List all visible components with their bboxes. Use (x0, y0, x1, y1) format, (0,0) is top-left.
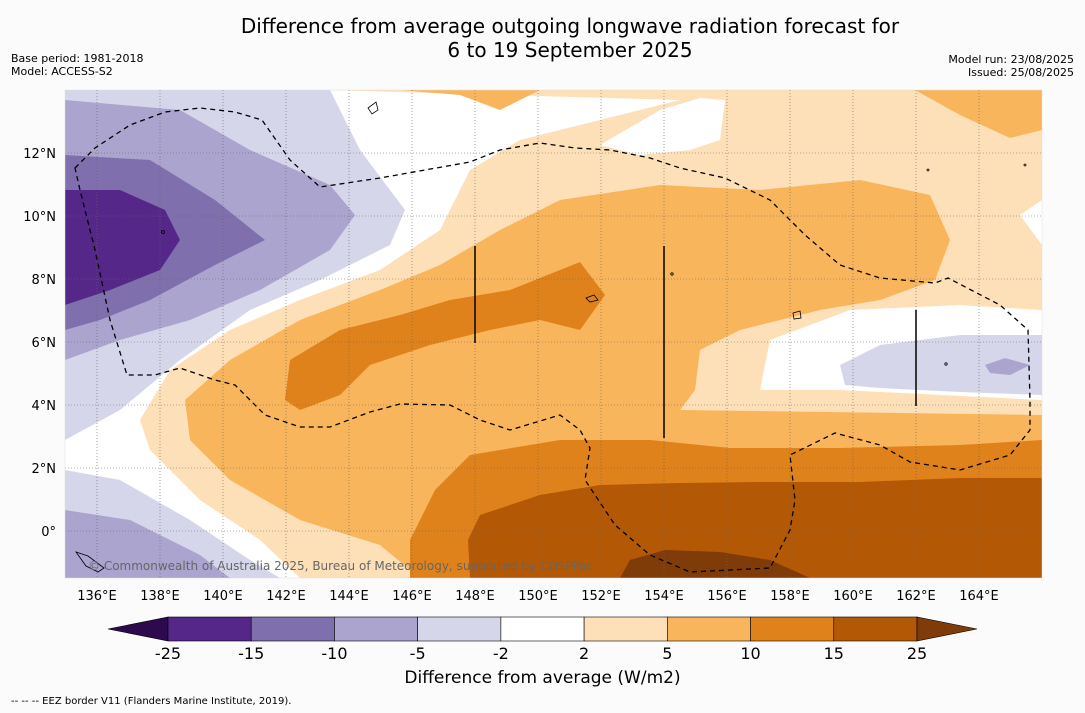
colorbar-swatch (584, 617, 667, 641)
colorbar-extend-low (108, 617, 168, 641)
footnote: -- -- -- EEZ border V11 (Flanders Marine… (11, 696, 291, 707)
colorbar-title: Difference from average (W/m2) (0, 668, 1085, 688)
colorbar-level-label: 10 (740, 644, 760, 663)
colorbar-level-label: -2 (493, 644, 509, 663)
lon-tick-label: 136°E (77, 589, 117, 604)
lon-tick-label: 150°E (518, 589, 558, 604)
lat-tick-label: 6°N (32, 336, 57, 351)
colorbar-level-label: -10 (321, 644, 347, 663)
lat-axis: 12°N 10°N 8°N 6°N 4°N 2°N 0° (23, 147, 56, 540)
lon-tick-label: 158°E (770, 589, 810, 604)
lon-tick-label: 140°E (203, 589, 243, 604)
lon-tick-label: 152°E (581, 589, 621, 604)
colorbar-swatch (501, 617, 584, 641)
lon-tick-label: 146°E (392, 589, 432, 604)
colorbar-swatch (418, 617, 501, 641)
colorbar-level-label: 2 (579, 644, 589, 663)
lon-tick-label: 162°E (896, 589, 936, 604)
colorbar-extend-high (917, 617, 977, 641)
colorbar-level-label: 15 (824, 644, 844, 663)
colorbar-level-label: 5 (662, 644, 672, 663)
lat-tick-label: 8°N (32, 273, 57, 288)
copyright-notice: © Commonwealth of Australia 2025, Bureau… (88, 559, 593, 573)
lat-tick-label: 2°N (32, 462, 57, 477)
lat-tick-label: 12°N (23, 147, 56, 162)
colorbar-swatch (834, 617, 917, 641)
lon-tick-label: 142°E (266, 589, 306, 604)
colorbar-level-label: -15 (238, 644, 264, 663)
lon-tick-label: 156°E (707, 589, 747, 604)
colorbar-swatch (751, 617, 834, 641)
colorbar-level-label: -5 (410, 644, 426, 663)
lon-tick-label: 164°E (959, 589, 999, 604)
lon-axis: 136°E 138°E 140°E 142°E 144°E 146°E 148°… (77, 589, 999, 604)
map-canvas: 136°E 138°E 140°E 142°E 144°E 146°E 148°… (0, 0, 1085, 713)
lat-tick-label: 10°N (23, 210, 56, 225)
map-fill (65, 90, 1042, 578)
lon-tick-label: 160°E (833, 589, 873, 604)
colorbar-level-label: -25 (155, 644, 181, 663)
lat-tick-label: 0° (41, 525, 56, 540)
lon-tick-label: 154°E (644, 589, 684, 604)
lat-tick-label: 4°N (32, 399, 57, 414)
colorbar-swatch (168, 617, 251, 641)
lon-tick-label: 138°E (140, 589, 180, 604)
lon-tick-label: 144°E (329, 589, 369, 604)
lon-tick-label: 148°E (455, 589, 495, 604)
colorbar (108, 617, 977, 641)
colorbar-swatch (667, 617, 750, 641)
colorbar-swatch (334, 617, 417, 641)
colorbar-swatch (251, 617, 334, 641)
colorbar-level-label: 25 (907, 644, 927, 663)
